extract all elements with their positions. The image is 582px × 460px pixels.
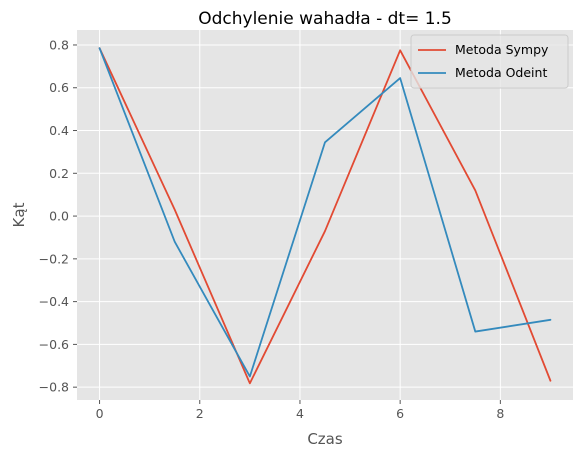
- y-tick-label: 0.6: [49, 80, 69, 95]
- x-tick-label: 2: [196, 406, 204, 421]
- x-tick-label: 0: [96, 406, 104, 421]
- series-lines: [98, 47, 552, 385]
- series-line-sympy: [98, 47, 552, 385]
- x-tick-label: 4: [296, 406, 304, 421]
- x-axis-label: Czas: [307, 430, 343, 448]
- y-tick-label: −0.2: [39, 251, 69, 266]
- legend-label-sympy: Metoda Sympy: [455, 42, 549, 57]
- plot-background: [77, 30, 573, 400]
- grid: [77, 30, 573, 400]
- x-axis-ticks: 0 2 4 6 8: [96, 400, 504, 421]
- series-line-odeint: [98, 47, 552, 378]
- y-tick-label: 0.4: [49, 123, 69, 138]
- y-tick-label: −0.8: [39, 380, 69, 395]
- y-tick-label: −0.6: [39, 337, 69, 352]
- legend-box: [410, 34, 569, 89]
- y-tick-label: −0.4: [39, 294, 69, 309]
- legend-label-odeint: Metoda Odeint: [455, 65, 547, 80]
- y-tick-label: 0.8: [49, 37, 69, 52]
- legend: Metoda Sympy Metoda Odeint: [410, 34, 569, 89]
- chart-title: Odchylenie wahadła - dt= 1.5: [198, 9, 452, 29]
- y-axis-ticks: −0.8 −0.6 −0.4 −0.2 0.0 0.2 0.4 0.6 0.8: [39, 37, 77, 395]
- x-tick-label: 8: [496, 406, 504, 421]
- y-tick-label: 0.0: [49, 209, 69, 224]
- x-tick-label: 6: [396, 406, 404, 421]
- y-axis-label: Kąt: [10, 202, 28, 227]
- y-tick-label: 0.2: [49, 166, 69, 181]
